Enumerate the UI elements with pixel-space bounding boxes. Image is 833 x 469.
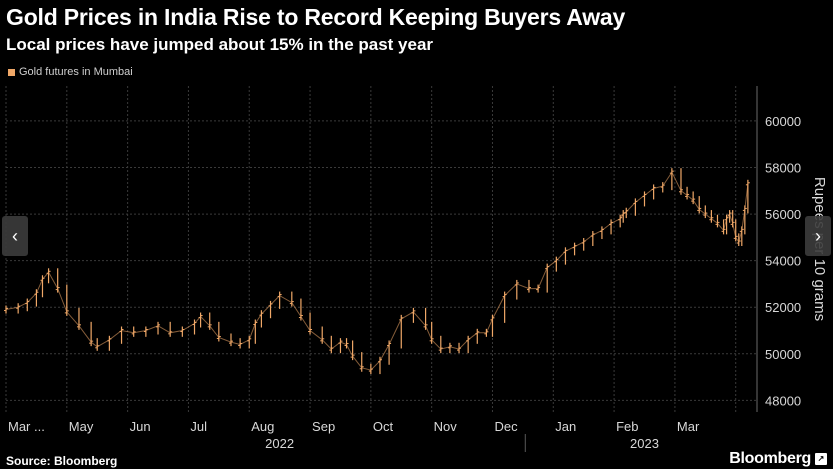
x-tick-label: Aug bbox=[251, 419, 274, 434]
x-tick-label: Feb bbox=[616, 419, 638, 434]
source-note: Source: Bloomberg bbox=[6, 454, 118, 468]
y-tick-label: 48000 bbox=[765, 393, 801, 408]
x-tick-label: Jun bbox=[130, 419, 151, 434]
y-tick-label: 58000 bbox=[765, 161, 801, 176]
x-tick-label: Oct bbox=[373, 419, 394, 434]
series-line bbox=[5, 171, 749, 371]
x-tick-label: Jul bbox=[190, 419, 207, 434]
legend-label: Gold futures in Mumbai bbox=[19, 66, 133, 78]
expand-icon[interactable]: ↗ bbox=[815, 453, 827, 465]
year-label: 2023 bbox=[630, 436, 659, 451]
x-tick-label: Mar bbox=[677, 419, 700, 434]
y-tick-label: 52000 bbox=[765, 300, 801, 315]
y-tick-label: 60000 bbox=[765, 114, 801, 129]
x-tick-label: Dec bbox=[494, 419, 518, 434]
x-tick-label: Sep bbox=[312, 419, 335, 434]
chart-subtitle: Local prices have jumped about 15% in th… bbox=[6, 35, 434, 54]
year-label: 2022 bbox=[265, 436, 294, 451]
y-tick-label: 56000 bbox=[765, 207, 801, 222]
legend-swatch bbox=[8, 68, 15, 76]
x-tick-label: Jan bbox=[555, 419, 576, 434]
x-tick-label: Mar ... bbox=[8, 419, 45, 434]
y-tick-label: 50000 bbox=[765, 347, 801, 362]
y-tick-label: 54000 bbox=[765, 254, 801, 269]
x-tick-label: May bbox=[69, 419, 94, 434]
next-chart-button[interactable]: › bbox=[805, 216, 831, 256]
legend: Gold futures in Mumbai bbox=[8, 66, 133, 78]
previous-chart-button[interactable]: ‹ bbox=[2, 216, 28, 256]
chart-title: Gold Prices in India Rise to Record Keep… bbox=[6, 4, 626, 30]
x-tick-label: Nov bbox=[434, 419, 458, 434]
bloomberg-logo: Bloomberg bbox=[729, 450, 811, 467]
